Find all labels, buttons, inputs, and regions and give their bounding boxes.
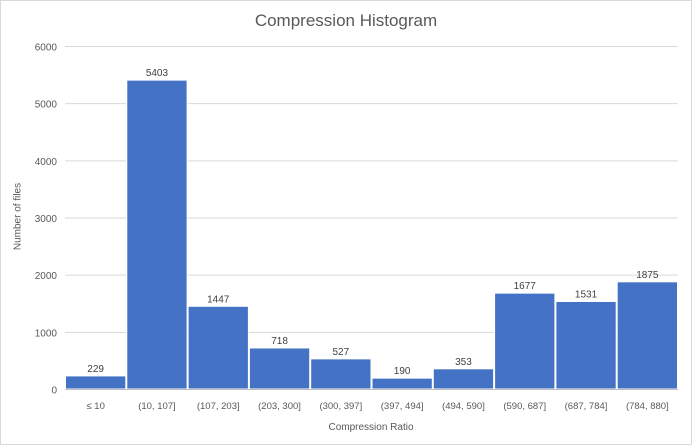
bar (432, 368, 495, 390)
y-axis-title: Number of files (12, 182, 24, 251)
x-tick-label: (397, 494] (381, 401, 424, 412)
bar (126, 79, 188, 390)
x-tick-label: (494, 590] (442, 401, 485, 412)
y-tick-label: 5000 (35, 100, 58, 111)
bar (248, 347, 311, 390)
y-tick-label: 1000 (35, 328, 58, 339)
x-tick-label: ≤ 10 (86, 401, 104, 412)
data-label: 527 (333, 347, 350, 358)
bar (65, 375, 127, 390)
bar (616, 281, 679, 390)
bar (494, 292, 556, 390)
x-tick-label: (10, 107] (138, 401, 176, 412)
data-label: 1447 (207, 294, 230, 305)
y-tick-label: 2000 (35, 271, 58, 282)
data-label: 229 (87, 364, 104, 375)
x-tick-label: (300, 397] (319, 401, 362, 412)
bar (310, 358, 372, 390)
data-label: 190 (394, 366, 411, 377)
x-tick-label: (107, 203] (197, 401, 240, 412)
bar (187, 305, 249, 390)
x-tick-label: (687, 784] (565, 401, 608, 412)
data-label: 5403 (146, 68, 169, 79)
x-tick-label: (203, 300] (258, 401, 301, 412)
data-label: 718 (271, 336, 288, 347)
bar (371, 377, 433, 390)
y-tick-label: 3000 (35, 214, 58, 225)
x-tick-label: (784, 880] (626, 401, 669, 412)
data-label: 1677 (514, 281, 537, 292)
y-tick-label: 6000 (35, 43, 58, 54)
x-axis-title: Compression Ratio (328, 422, 414, 433)
y-tick-label: 0 (51, 386, 57, 397)
y-tick-label: 4000 (35, 157, 58, 168)
x-tick-label: (590, 687] (503, 401, 546, 412)
data-label: 1531 (575, 289, 598, 300)
data-label: 1875 (636, 270, 659, 281)
data-label: 353 (455, 357, 472, 368)
bar (555, 300, 617, 390)
chart-title: Compression Histogram (254, 11, 438, 30)
